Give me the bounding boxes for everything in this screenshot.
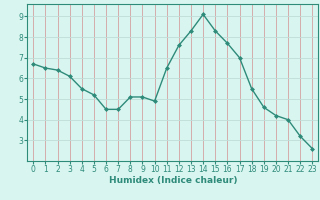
X-axis label: Humidex (Indice chaleur): Humidex (Indice chaleur) xyxy=(108,176,237,185)
